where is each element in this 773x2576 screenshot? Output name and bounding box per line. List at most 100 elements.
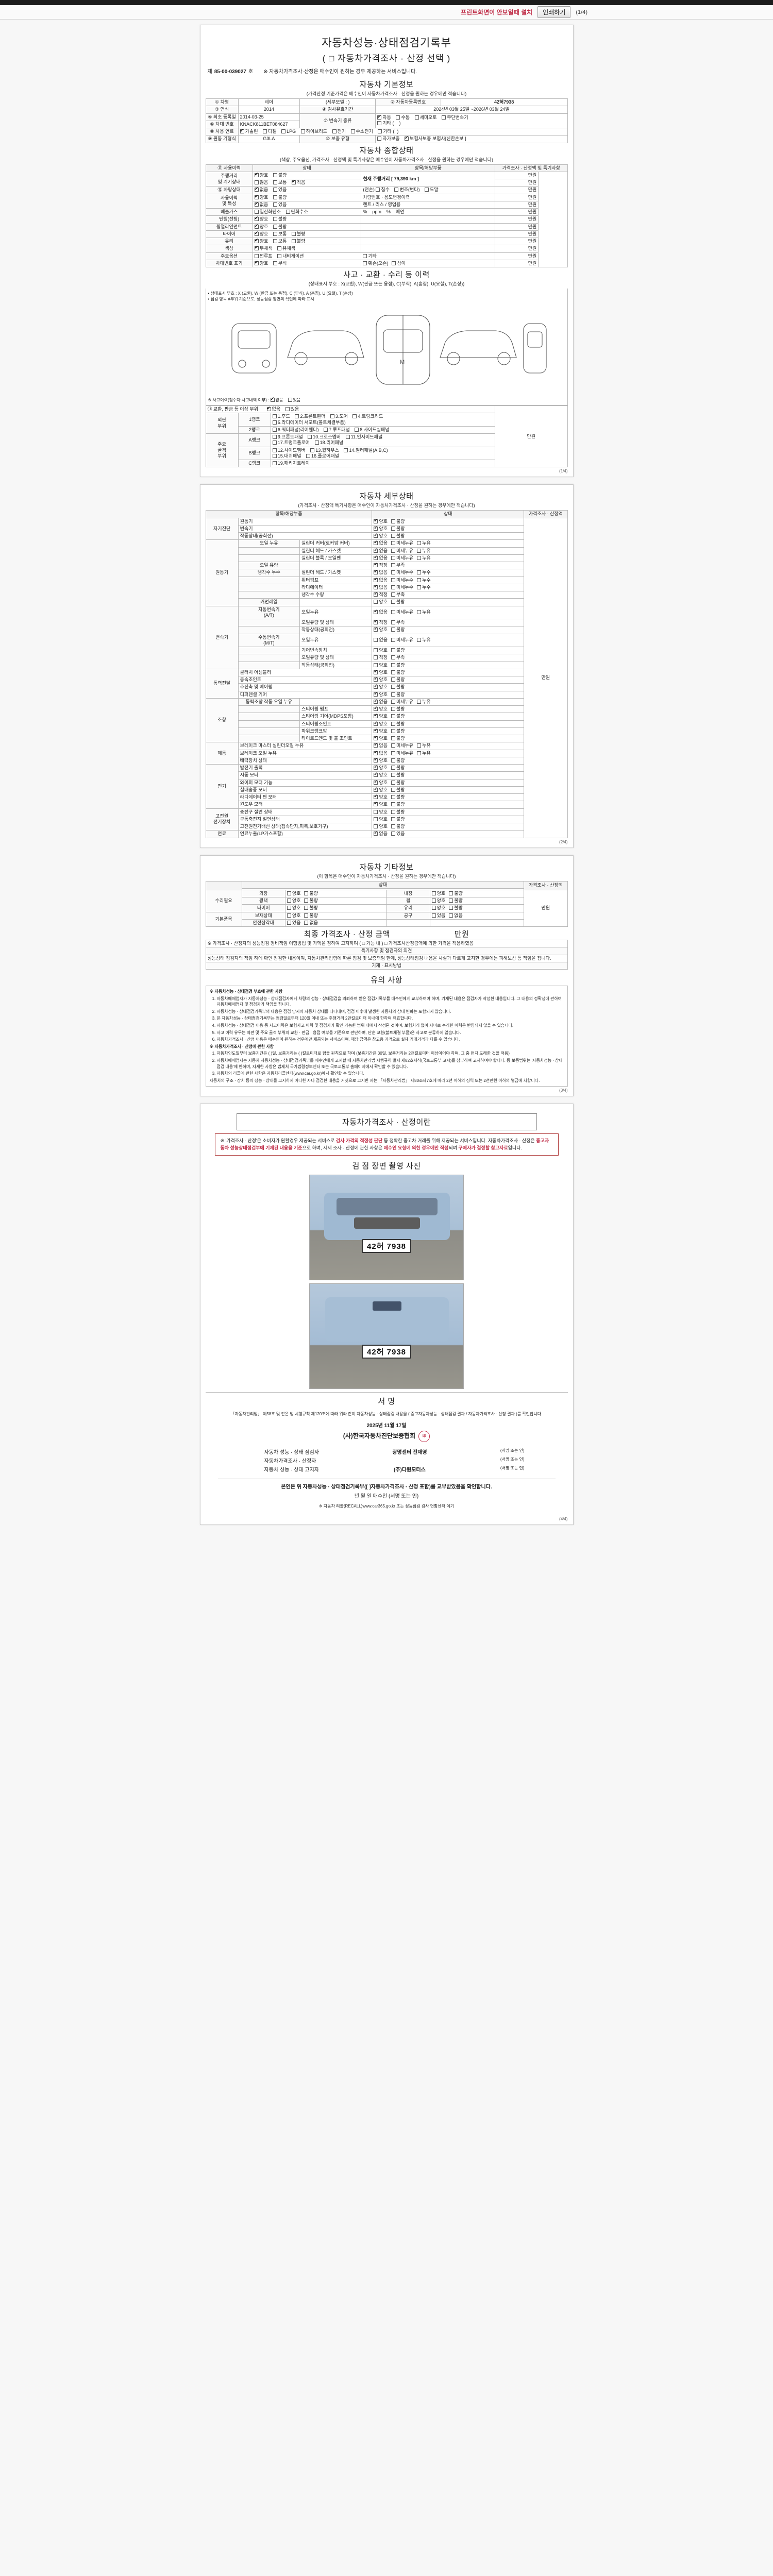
detail-2-5-opt-0[interactable]: 적정 <box>374 655 388 660</box>
detail-0-2-opt-0[interactable]: 양호 <box>374 532 388 539</box>
detail-5-1-opt-2[interactable]: 누유 <box>417 751 431 756</box>
detail-6-2-opt-1[interactable]: 불량 <box>391 780 405 786</box>
detail-5-1-opt-1[interactable]: 미세누유 <box>391 751 413 756</box>
detail-1-6-opt-1[interactable]: 미세누수 <box>391 585 413 590</box>
trans-opt-cvt[interactable]: 무단변속기 <box>442 115 468 121</box>
detail-6-1-opt-1[interactable]: 불량 <box>391 772 405 778</box>
etc-0-5-opt-1[interactable]: 불량 <box>449 905 463 911</box>
detail-2-1-opt-1[interactable]: 부족 <box>391 620 405 625</box>
detail-5-2-opt-1[interactable]: 불량 <box>391 758 405 764</box>
detail-6-4-opt-0[interactable]: 양호 <box>374 793 388 800</box>
detail-1-4-opt-1[interactable]: 미세누수 <box>391 570 413 575</box>
print-button[interactable]: 인쇄하기 <box>537 6 571 18</box>
detail-1-8-opt-1[interactable]: 불량 <box>391 599 405 605</box>
detail-4-3-opt-0[interactable]: 양호 <box>374 720 388 727</box>
detail-4-4-opt-0[interactable]: 양호 <box>374 727 388 734</box>
detail-3-2-opt-1[interactable]: 불량 <box>391 684 405 690</box>
etc-0-2-opt-0[interactable]: 양호 <box>287 898 300 904</box>
trans-opt-semiauto[interactable]: 세미오토 <box>414 115 437 121</box>
etc-0-3-opt-1[interactable]: 불량 <box>449 898 463 904</box>
detail-2-1-opt-0[interactable]: 적정 <box>374 619 388 625</box>
detail-3-0-opt-0[interactable]: 양호 <box>374 669 388 675</box>
detail-2-5-opt-1[interactable]: 부족 <box>391 655 405 660</box>
detail-0-2-opt-1[interactable]: 불량 <box>391 533 405 539</box>
detail-1-5-opt-2[interactable]: 누수 <box>417 578 431 583</box>
fuel-opt-diesel[interactable]: 디젤 <box>263 129 277 134</box>
detail-2-2-opt-1[interactable]: 불량 <box>391 627 405 633</box>
detail-7-0-opt-1[interactable]: 불량 <box>391 809 405 815</box>
detail-2-0-opt-1[interactable]: 미세누유 <box>391 609 413 615</box>
detail-1-1-opt-2[interactable]: 누유 <box>417 548 431 554</box>
detail-3-1-opt-1[interactable]: 불량 <box>391 677 405 683</box>
detail-4-5-opt-1[interactable]: 불량 <box>391 736 405 741</box>
detail-2-6-opt-0[interactable]: 양호 <box>374 663 388 668</box>
detail-2-3-opt-2[interactable]: 누유 <box>417 637 431 643</box>
etc-0-1-opt-1[interactable]: 불량 <box>449 891 463 896</box>
detail-6-1-opt-0[interactable]: 양호 <box>374 771 388 778</box>
etc-0-3-opt-0[interactable]: 양호 <box>431 898 445 904</box>
detail-4-2-opt-1[interactable]: 불량 <box>391 714 405 719</box>
detail-7-2-opt-1[interactable]: 불량 <box>391 824 405 829</box>
etc-1-2-opt-1[interactable]: 없음 <box>304 920 318 926</box>
detail-7-0-opt-0[interactable]: 양호 <box>374 809 388 815</box>
detail-7-1-opt-0[interactable]: 양호 <box>374 817 388 822</box>
detail-1-4-opt-2[interactable]: 누수 <box>417 570 431 575</box>
detail-6-0-opt-0[interactable]: 양호 <box>374 764 388 771</box>
detail-6-3-opt-0[interactable]: 양호 <box>374 786 388 793</box>
detail-1-0-opt-2[interactable]: 누유 <box>417 540 431 546</box>
fuel-opt-gasoline[interactable]: 가솔린 <box>240 128 258 134</box>
etc-0-0-opt-1[interactable]: 불량 <box>304 891 318 896</box>
detail-6-3-opt-1[interactable]: 불량 <box>391 787 405 793</box>
detail-0-1-opt-0[interactable]: 양호 <box>374 525 388 532</box>
detail-4-4-opt-1[interactable]: 불량 <box>391 728 405 734</box>
etc-0-0-opt-0[interactable]: 양호 <box>287 891 300 896</box>
detail-1-2-opt-1[interactable]: 미세누유 <box>391 555 413 561</box>
fuel-opt-lpg[interactable]: LPG <box>281 129 296 134</box>
opt-none[interactable]: 없음 <box>254 186 268 193</box>
detail-4-1-opt-0[interactable]: 양호 <box>374 705 388 712</box>
exchange-opt-exists[interactable]: 있음 <box>285 406 299 412</box>
detail-1-1-opt-1[interactable]: 미세누유 <box>391 548 413 554</box>
detail-1-2-opt-0[interactable]: 없음 <box>374 554 388 561</box>
opt-few[interactable]: 적음 <box>291 179 305 185</box>
detail-4-0-opt-0[interactable]: 없음 <box>374 698 388 705</box>
etc-0-1-opt-0[interactable]: 양호 <box>431 891 445 896</box>
detail-8-0-opt-0[interactable]: 없음 <box>374 830 388 837</box>
detail-3-2-opt-0[interactable]: 양호 <box>374 683 388 690</box>
detail-1-6-opt-2[interactable]: 누수 <box>417 585 431 590</box>
detail-6-5-opt-0[interactable]: 양호 <box>374 801 388 807</box>
detail-7-1-opt-1[interactable]: 불량 <box>391 817 405 822</box>
etc-0-4-opt-1[interactable]: 불량 <box>304 905 318 911</box>
trans-opt-manual[interactable]: 수동 <box>396 115 410 121</box>
detail-1-8-opt-0[interactable]: 양호 <box>374 599 388 605</box>
etc-1-0-opt-0[interactable]: 양호 <box>287 913 300 919</box>
detail-8-0-opt-1[interactable]: 있음 <box>391 831 405 837</box>
detail-3-0-opt-1[interactable]: 불량 <box>391 670 405 675</box>
detail-1-7-opt-0[interactable]: 적정 <box>374 591 388 598</box>
detail-0-1-opt-1[interactable]: 불량 <box>391 526 405 532</box>
detail-2-3-opt-1[interactable]: 미세누유 <box>391 637 413 643</box>
detail-4-5-opt-0[interactable]: 양호 <box>374 735 388 741</box>
etc-0-4-opt-0[interactable]: 양호 <box>287 905 300 911</box>
detail-4-0-opt-2[interactable]: 누유 <box>417 699 431 705</box>
etc-1-1-opt-0[interactable]: 있음 <box>431 913 445 919</box>
detail-1-7-opt-1[interactable]: 부족 <box>391 592 405 598</box>
accident-opt-none[interactable]: 없음 <box>270 396 283 403</box>
detail-4-1-opt-1[interactable]: 불량 <box>391 706 405 712</box>
detail-5-2-opt-0[interactable]: 양호 <box>374 757 388 764</box>
detail-2-3-opt-0[interactable]: 없음 <box>374 637 388 643</box>
exchange-opt-none[interactable]: 없음 <box>266 405 280 412</box>
detail-3-3-opt-1[interactable]: 불량 <box>391 692 405 698</box>
detail-2-0-opt-2[interactable]: 누유 <box>417 609 431 615</box>
fuel-opt-hydrogen[interactable]: 수소전기 <box>350 129 373 134</box>
detail-1-4-opt-0[interactable]: 없음 <box>374 569 388 575</box>
opt-exists[interactable]: 있음 <box>273 187 287 193</box>
detail-2-4-opt-0[interactable]: 양호 <box>374 648 388 653</box>
accident-opt-exists[interactable]: 있음 <box>288 397 300 403</box>
detail-1-5-opt-1[interactable]: 미세누수 <box>391 578 413 583</box>
detail-3-3-opt-0[interactable]: 양호 <box>374 691 388 698</box>
detail-1-3-opt-0[interactable]: 적정 <box>374 562 388 568</box>
detail-1-0-opt-0[interactable]: 없음 <box>374 539 388 546</box>
opt-bad[interactable]: 불량 <box>273 173 287 178</box>
opt-normal[interactable]: 보통 <box>273 180 287 185</box>
